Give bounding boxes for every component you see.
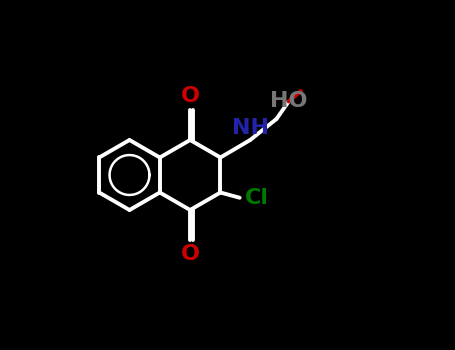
Text: HO: HO [270, 91, 308, 112]
Text: Cl: Cl [245, 188, 269, 208]
Text: O: O [181, 86, 200, 106]
Text: NH: NH [232, 118, 269, 138]
Text: O: O [181, 244, 200, 264]
